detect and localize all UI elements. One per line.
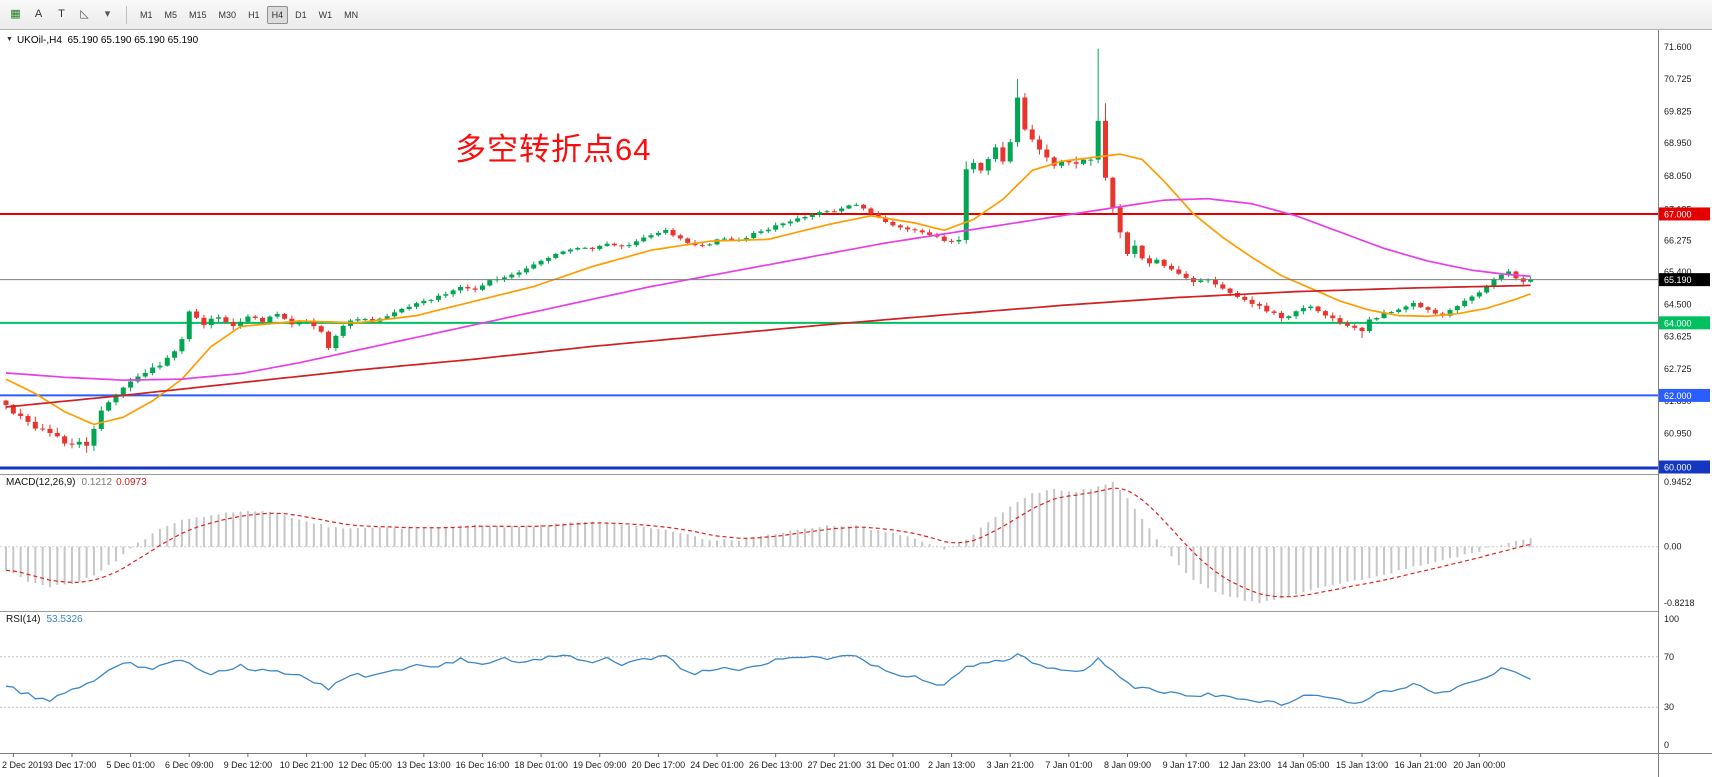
rsi-line [5,653,1531,707]
svg-text:0.9452: 0.9452 [1664,477,1692,487]
price-level-chip [1659,207,1710,221]
symbol-dropdown-icon[interactable]: ▼ [6,36,13,43]
svg-text:14 Jan 05:00: 14 Jan 05:00 [1277,760,1329,770]
toolbar: ▦ A T ◺ ▾ M1 M5 M15 M30 H1 H4 D1 W1 MN [0,0,1712,30]
rsi-indicator-panel[interactable]: 100 70 30 0 [0,611,1712,753]
price-level-chip [1659,273,1710,287]
chart-annotation-text: 多空转折点64 [455,132,652,167]
svg-text:65.400: 65.400 [1664,267,1692,277]
svg-text:60.000: 60.000 [1664,463,1692,473]
svg-text:67.000: 67.000 [1664,209,1692,219]
toolbar-tools-group: ▦ A T ◺ ▾ [5,6,118,23]
timeframe-button-m5[interactable]: M5 [164,9,178,20]
svg-text:62.000: 62.000 [1664,391,1692,401]
main-price-chart[interactable]: 71.60070.72569.82568.95068.05067.12566.2… [0,30,1712,474]
svg-text:6 Dec 09:00: 6 Dec 09:00 [165,760,214,770]
svg-text:26 Dec 13:00: 26 Dec 13:00 [749,760,803,770]
timeframe-button-h1[interactable]: H1 [248,9,260,20]
svg-text:5 Dec 01:00: 5 Dec 01:00 [106,760,155,770]
svg-text:3 Jan 21:00: 3 Jan 21:00 [987,760,1034,770]
svg-text:2 Jan 13:00: 2 Jan 13:00 [928,760,975,770]
macd-signal-value: 0.0973 [116,477,147,488]
svg-text:31 Dec 01:00: 31 Dec 01:00 [866,760,920,770]
svg-text:60.950: 60.950 [1664,429,1692,439]
svg-text:62.725: 62.725 [1664,364,1692,374]
time-labels: 2 Dec 2019 3 Dec 17:00 5 Dec 01:00 6 Dec 09… [2,753,1505,770]
svg-text:18 Dec 01:00: 18 Dec 01:00 [514,760,568,770]
time-axis: 2 Dec 2019 3 Dec 17:00 5 Dec 01:00 6 Dec 09… [0,753,1712,777]
svg-text:12 Jan 23:00: 12 Jan 23:00 [1219,760,1271,770]
rsi-indicator-label: RSI(14) 53.5326 [6,614,83,625]
macd-name: MACD(12,26,9) [6,477,76,488]
macd-indicator-panel[interactable]: 0.9452 0.00 -0.8218 [0,474,1712,611]
timeframe-buttons-group: M1 M5 M15 M30 H1 H4 D1 W1 MN [135,5,363,24]
svg-text:0.00: 0.00 [1664,542,1682,552]
horizontal-level-lines [0,212,1658,470]
svg-text:8 Jan 09:00: 8 Jan 09:00 [1104,760,1151,770]
svg-text:2 Dec 2019: 2 Dec 2019 [2,760,48,770]
timeframe-button-h4[interactable]: H4 [266,5,289,24]
symbol-ohlc-text: UKOil-,H4 65.190 65.190 65.190 65.190 [16,35,199,46]
svg-text:20 Dec 17:00: 20 Dec 17:00 [632,760,686,770]
svg-text:15 Jan 13:00: 15 Jan 13:00 [1336,760,1388,770]
svg-text:16 Jan 21:00: 16 Jan 21:00 [1395,760,1447,770]
svg-text:12 Dec 05:00: 12 Dec 05:00 [338,760,392,770]
rsi-value: 53.5326 [46,614,83,625]
svg-text:69.825: 69.825 [1664,106,1692,116]
svg-text:7 Jan 01:00: 7 Jan 01:00 [1045,760,1092,770]
cursor-tool-button[interactable]: A [34,8,43,20]
ma-fast-orange [5,153,1531,426]
svg-text:20 Jan 00:00: 20 Jan 00:00 [1453,760,1505,770]
timeframe-button-m15[interactable]: M15 [189,9,207,20]
svg-text:70.725: 70.725 [1664,74,1692,84]
text-tool-button[interactable]: T [58,8,65,20]
svg-text:30: 30 [1664,702,1674,712]
svg-text:66.275: 66.275 [1664,235,1692,245]
candles [3,48,1534,453]
ma-mid-magenta [5,197,1531,382]
svg-text:3 Dec 17:00: 3 Dec 17:00 [48,760,97,770]
svg-text:10 Dec 21:00: 10 Dec 21:00 [280,760,334,770]
timeframe-button-m1[interactable]: M1 [140,9,153,20]
price-level-chip [1659,388,1710,402]
rsi-name: RSI(14) [6,614,41,625]
shapes-tool-button[interactable]: ◺ [80,8,89,20]
svg-text:71.600: 71.600 [1664,42,1692,52]
svg-text:13 Dec 13:00: 13 Dec 13:00 [397,760,451,770]
dropdown-arrow-icon[interactable]: ▾ [104,8,111,20]
ma-slow-red [5,284,1531,408]
svg-text:70: 70 [1664,652,1674,662]
symbol-ohlc-readout: ▼ UKOil-,H4 65.190 65.190 65.190 65.190 [6,35,198,46]
timeframe-button-mn[interactable]: MN [344,9,359,20]
grid-icon[interactable]: ▦ [10,8,21,20]
svg-text:16 Dec 16:00: 16 Dec 16:00 [456,760,510,770]
price-level-chip [1659,316,1710,330]
price-axis[interactable]: 71.60070.72569.82568.95068.05067.12566.2… [1658,30,1712,474]
timeframe-button-d1[interactable]: D1 [295,9,307,20]
moving-average-lines [5,153,1531,426]
toolbar-separator [126,5,127,24]
svg-text:64.500: 64.500 [1664,300,1692,310]
svg-text:27 Dec 21:00: 27 Dec 21:00 [808,760,862,770]
svg-text:68.950: 68.950 [1664,138,1692,148]
svg-text:0: 0 [1664,740,1669,750]
svg-text:19 Dec 09:00: 19 Dec 09:00 [573,760,627,770]
macd-histogram [5,481,1532,603]
svg-text:63.625: 63.625 [1664,331,1692,341]
svg-text:-0.8218: -0.8218 [1664,598,1695,608]
svg-text:24 Dec 01:00: 24 Dec 01:00 [690,760,744,770]
macd-main-value: 0.1212 [81,477,113,488]
price-level-chip [1659,460,1710,474]
svg-text:100: 100 [1664,614,1679,624]
macd-indicator-label: MACD(12,26,9) 0.1212 0.0973 [6,477,147,488]
svg-text:9 Dec 12:00: 9 Dec 12:00 [224,760,273,770]
svg-text:64.000: 64.000 [1664,318,1692,328]
timeframe-button-m30[interactable]: M30 [218,9,237,20]
timeframe-button-w1[interactable]: W1 [318,9,333,20]
svg-text:68.050: 68.050 [1664,171,1692,181]
macd-signal-line [5,487,1531,598]
svg-text:9 Jan 17:00: 9 Jan 17:00 [1163,760,1210,770]
svg-text:65.190: 65.190 [1664,275,1692,285]
